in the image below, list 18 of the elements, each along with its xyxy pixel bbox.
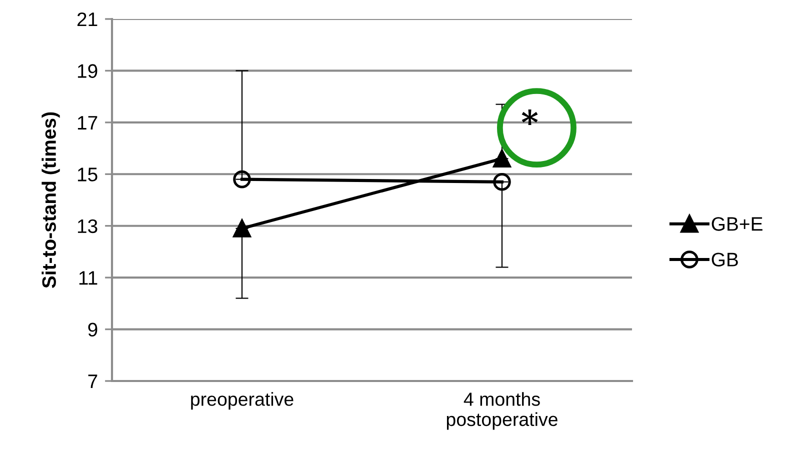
x-tick-label: preoperative xyxy=(191,392,294,410)
legend-label: GB+E xyxy=(712,217,762,231)
y-tick-label: 21 xyxy=(77,12,98,26)
x-tick-label: 4 months postoperative xyxy=(446,392,558,430)
y-tick-label: 7 xyxy=(88,374,98,388)
legend-label: GB xyxy=(712,252,738,266)
point xyxy=(233,170,251,188)
y-tick-label: 13 xyxy=(78,219,98,234)
point xyxy=(233,220,251,238)
y-tick-label: 17 xyxy=(78,116,98,130)
point xyxy=(493,150,511,168)
y-tick-label: 19 xyxy=(78,64,98,78)
y-tick-label: 15 xyxy=(78,168,98,182)
annotation: * xyxy=(522,109,538,125)
y-tick-label: 11 xyxy=(79,271,98,285)
y-axis-title: Sit-to-stand (times) xyxy=(42,112,60,288)
point xyxy=(493,173,511,191)
y-tick-label: 9 xyxy=(88,322,98,337)
